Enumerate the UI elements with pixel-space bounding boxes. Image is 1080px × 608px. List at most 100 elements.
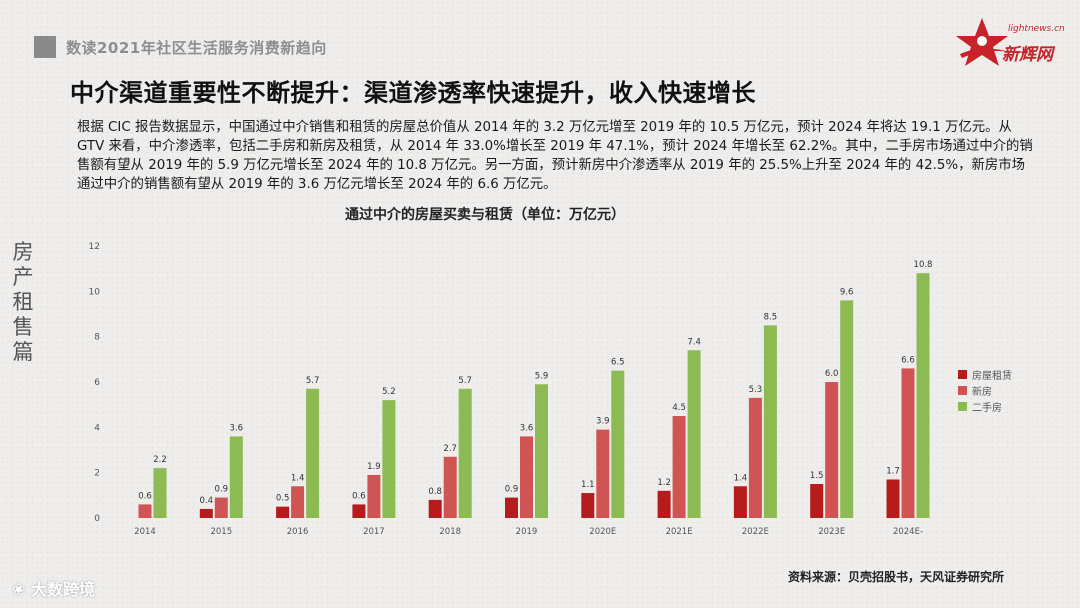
data-label: 3.6 (520, 423, 534, 433)
data-label: 7.4 (687, 337, 701, 347)
data-label: 6.0 (825, 369, 839, 379)
legend-swatch-new-house (958, 385, 967, 395)
y-tick-label: 2 (94, 469, 100, 479)
y-tick-label: 12 (89, 242, 100, 252)
section-marker (34, 36, 56, 58)
x-tick-label: 2019 (516, 527, 538, 537)
data-label: 5.9 (535, 371, 549, 381)
data-label: 5.3 (749, 385, 763, 395)
data-label: 0.6 (352, 491, 366, 501)
data-label: 0.8 (428, 487, 442, 497)
bar-new-house (138, 504, 152, 518)
x-tick-label: 2024E- (893, 527, 923, 537)
data-label: 0.5 (276, 494, 290, 504)
bar-rental (657, 490, 671, 518)
y-tick-label: 4 (94, 423, 100, 433)
data-label: 6.5 (611, 358, 625, 368)
chart-title: 通过中介的房屋买卖与租赁（单位：万亿元） (345, 207, 625, 223)
data-label: 2.7 (443, 444, 457, 454)
data-label: 2.2 (153, 455, 167, 465)
data-label: 1.9 (367, 462, 381, 472)
bar-rental (581, 493, 595, 518)
bar-new-house (901, 368, 915, 518)
data-label: 1.1 (581, 480, 595, 490)
bar-rental (810, 484, 824, 518)
side-label: 房产租售篇 (12, 240, 34, 364)
data-label: 0.4 (200, 496, 214, 506)
bar-second-hand (153, 468, 167, 518)
bar-new-house (825, 382, 839, 518)
legend-swatch-second-hand (958, 401, 967, 411)
legend-item-rental: 房屋租赁 (958, 366, 1012, 382)
headline: 中介渠道重要性不断提升：渠道渗透率快速提升，收入快速增长 (70, 79, 756, 107)
bar-rental (505, 497, 518, 518)
bar-second-hand (916, 273, 930, 518)
legend-label-new-house: 新房 (972, 386, 992, 398)
bar-second-hand (687, 350, 701, 518)
legend-label-rental: 房屋租赁 (972, 370, 1012, 382)
data-label: 0.9 (215, 485, 229, 495)
data-label: 9.6 (840, 287, 854, 297)
bar-second-hand (611, 370, 625, 518)
logo-name: 新辉网 (1002, 45, 1053, 65)
watermark-text: 大数跨境 (30, 580, 95, 599)
watermark: ❀ 大数跨境 (12, 576, 95, 600)
bar-second-hand (306, 388, 320, 518)
x-tick-label: 2020E (589, 527, 616, 537)
x-tick-label: 2015 (210, 527, 232, 537)
bar-new-house (291, 486, 305, 518)
logo-url: lightnews.cn (1008, 24, 1065, 34)
x-tick-label: 2022E (742, 527, 769, 537)
bar-rental (428, 499, 442, 518)
data-label: 5.2 (382, 387, 396, 397)
chart-legend: 房屋租赁 新房 二手房 (958, 366, 1012, 414)
legend-swatch-rental (958, 369, 967, 379)
bar-second-hand (763, 325, 777, 518)
y-tick-label: 0 (94, 514, 100, 524)
bar-second-hand (840, 300, 854, 518)
bar-new-house (214, 497, 228, 518)
x-tick-label: 2017 (363, 527, 385, 537)
bar-rental (886, 479, 900, 518)
data-label: 4.5 (672, 403, 686, 413)
bar-rental (352, 504, 366, 518)
bar-new-house (672, 416, 686, 518)
body-paragraph: 根据 CIC 报告数据显示，中国通过中介销售和租赁的房屋总价值从 2014 年的… (77, 120, 1033, 192)
logo: lightnews.cn 新辉网 (952, 10, 1070, 70)
source-note: 资料来源：贝壳招股书，天风证券研究所 (788, 570, 1005, 584)
bar-second-hand (535, 384, 548, 518)
y-tick-label: 10 (89, 287, 101, 297)
x-tick-label: 2014 (134, 527, 156, 537)
watermark-icon: ❀ (12, 580, 31, 599)
data-label: 1.2 (657, 478, 671, 488)
y-tick-label: 6 (94, 378, 100, 388)
bar-new-house (520, 436, 533, 518)
data-label: 8.5 (764, 312, 778, 322)
x-tick-label: 2016 (287, 527, 309, 537)
bar-rental (199, 508, 213, 518)
legend-item-second-hand: 二手房 (958, 398, 1012, 414)
x-tick-label: 2018 (439, 527, 461, 537)
data-label: 1.4 (734, 473, 748, 483)
bar-second-hand (382, 400, 396, 518)
legend-item-new-house: 新房 (958, 382, 1012, 398)
bar-new-house (596, 429, 610, 518)
bar-new-house (367, 474, 381, 518)
bar-new-house (748, 397, 762, 518)
data-label: 6.6 (901, 355, 915, 365)
bar-second-hand (458, 388, 472, 518)
legend-label-second-hand: 二手房 (972, 402, 1002, 414)
bar-second-hand (229, 436, 243, 518)
x-tick-label: 2021E (666, 527, 693, 537)
bar-new-house (443, 456, 457, 518)
data-label: 0.6 (138, 491, 152, 501)
bar-rental (276, 506, 290, 518)
data-label: 3.6 (230, 423, 244, 433)
data-label: 10.8 (914, 260, 933, 270)
data-label: 3.9 (596, 417, 610, 427)
data-label: 1.5 (810, 471, 824, 481)
data-label: 5.7 (458, 376, 472, 386)
data-label: 0.9 (505, 485, 519, 495)
section-title: 数读2021年社区生活服务消费新趋向 (66, 39, 327, 57)
data-label: 1.7 (886, 466, 900, 476)
